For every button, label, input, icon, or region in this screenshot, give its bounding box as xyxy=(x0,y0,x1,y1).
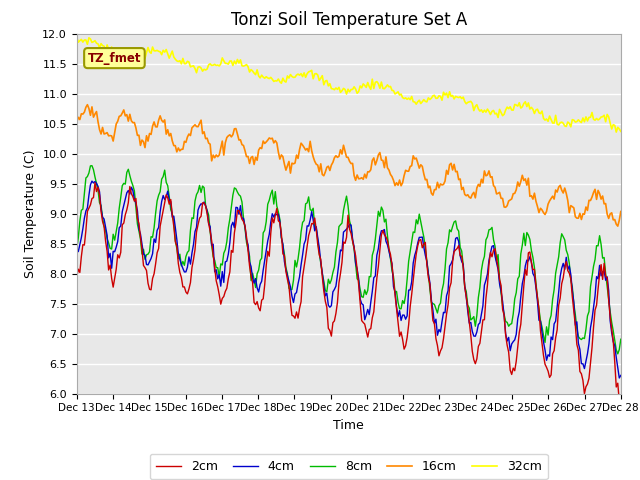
4cm xyxy=(616,375,623,381)
16cm xyxy=(614,223,621,229)
2cm xyxy=(141,265,149,271)
16cm xyxy=(312,161,320,167)
2cm xyxy=(237,212,244,217)
Line: 2cm: 2cm xyxy=(77,183,621,401)
4cm xyxy=(255,289,262,295)
4cm xyxy=(141,252,149,258)
8cm xyxy=(614,351,621,357)
8cm xyxy=(73,246,81,252)
16cm xyxy=(588,194,596,200)
Title: Tonzi Soil Temperature Set A: Tonzi Soil Temperature Set A xyxy=(230,11,467,29)
32cm xyxy=(612,129,620,135)
8cm xyxy=(312,226,320,231)
Legend: 2cm, 4cm, 8cm, 16cm, 32cm: 2cm, 4cm, 8cm, 16cm, 32cm xyxy=(150,454,548,480)
32cm xyxy=(311,71,319,77)
4cm xyxy=(264,238,271,244)
8cm xyxy=(237,193,244,199)
2cm xyxy=(617,398,625,404)
8cm xyxy=(588,274,596,280)
2cm xyxy=(73,274,81,279)
8cm xyxy=(88,163,96,168)
2cm xyxy=(616,398,623,404)
4cm xyxy=(88,178,96,184)
32cm xyxy=(262,74,270,80)
16cm xyxy=(73,119,81,124)
Line: 16cm: 16cm xyxy=(77,105,621,226)
2cm xyxy=(588,345,596,350)
16cm xyxy=(84,102,92,108)
16cm xyxy=(255,147,262,153)
4cm xyxy=(312,224,320,229)
Line: 4cm: 4cm xyxy=(77,181,621,378)
32cm xyxy=(253,67,261,73)
16cm xyxy=(617,209,625,215)
32cm xyxy=(587,114,595,120)
Line: 32cm: 32cm xyxy=(77,37,621,132)
4cm xyxy=(237,203,244,208)
4cm xyxy=(73,248,81,254)
8cm xyxy=(141,256,149,262)
16cm xyxy=(141,145,149,151)
8cm xyxy=(264,202,271,207)
16cm xyxy=(264,137,271,143)
2cm xyxy=(255,305,262,311)
4cm xyxy=(588,316,596,322)
32cm xyxy=(617,129,625,134)
Y-axis label: Soil Temperature (C): Soil Temperature (C) xyxy=(24,149,36,278)
X-axis label: Time: Time xyxy=(333,419,364,432)
2cm xyxy=(264,249,271,254)
2cm xyxy=(91,180,99,186)
32cm xyxy=(73,35,81,40)
Text: TZ_fmet: TZ_fmet xyxy=(88,51,141,65)
32cm xyxy=(235,60,243,66)
Line: 8cm: 8cm xyxy=(77,166,621,354)
2cm xyxy=(312,227,320,232)
8cm xyxy=(255,267,262,273)
16cm xyxy=(237,137,244,143)
4cm xyxy=(617,372,625,378)
8cm xyxy=(617,336,625,342)
32cm xyxy=(140,56,147,61)
